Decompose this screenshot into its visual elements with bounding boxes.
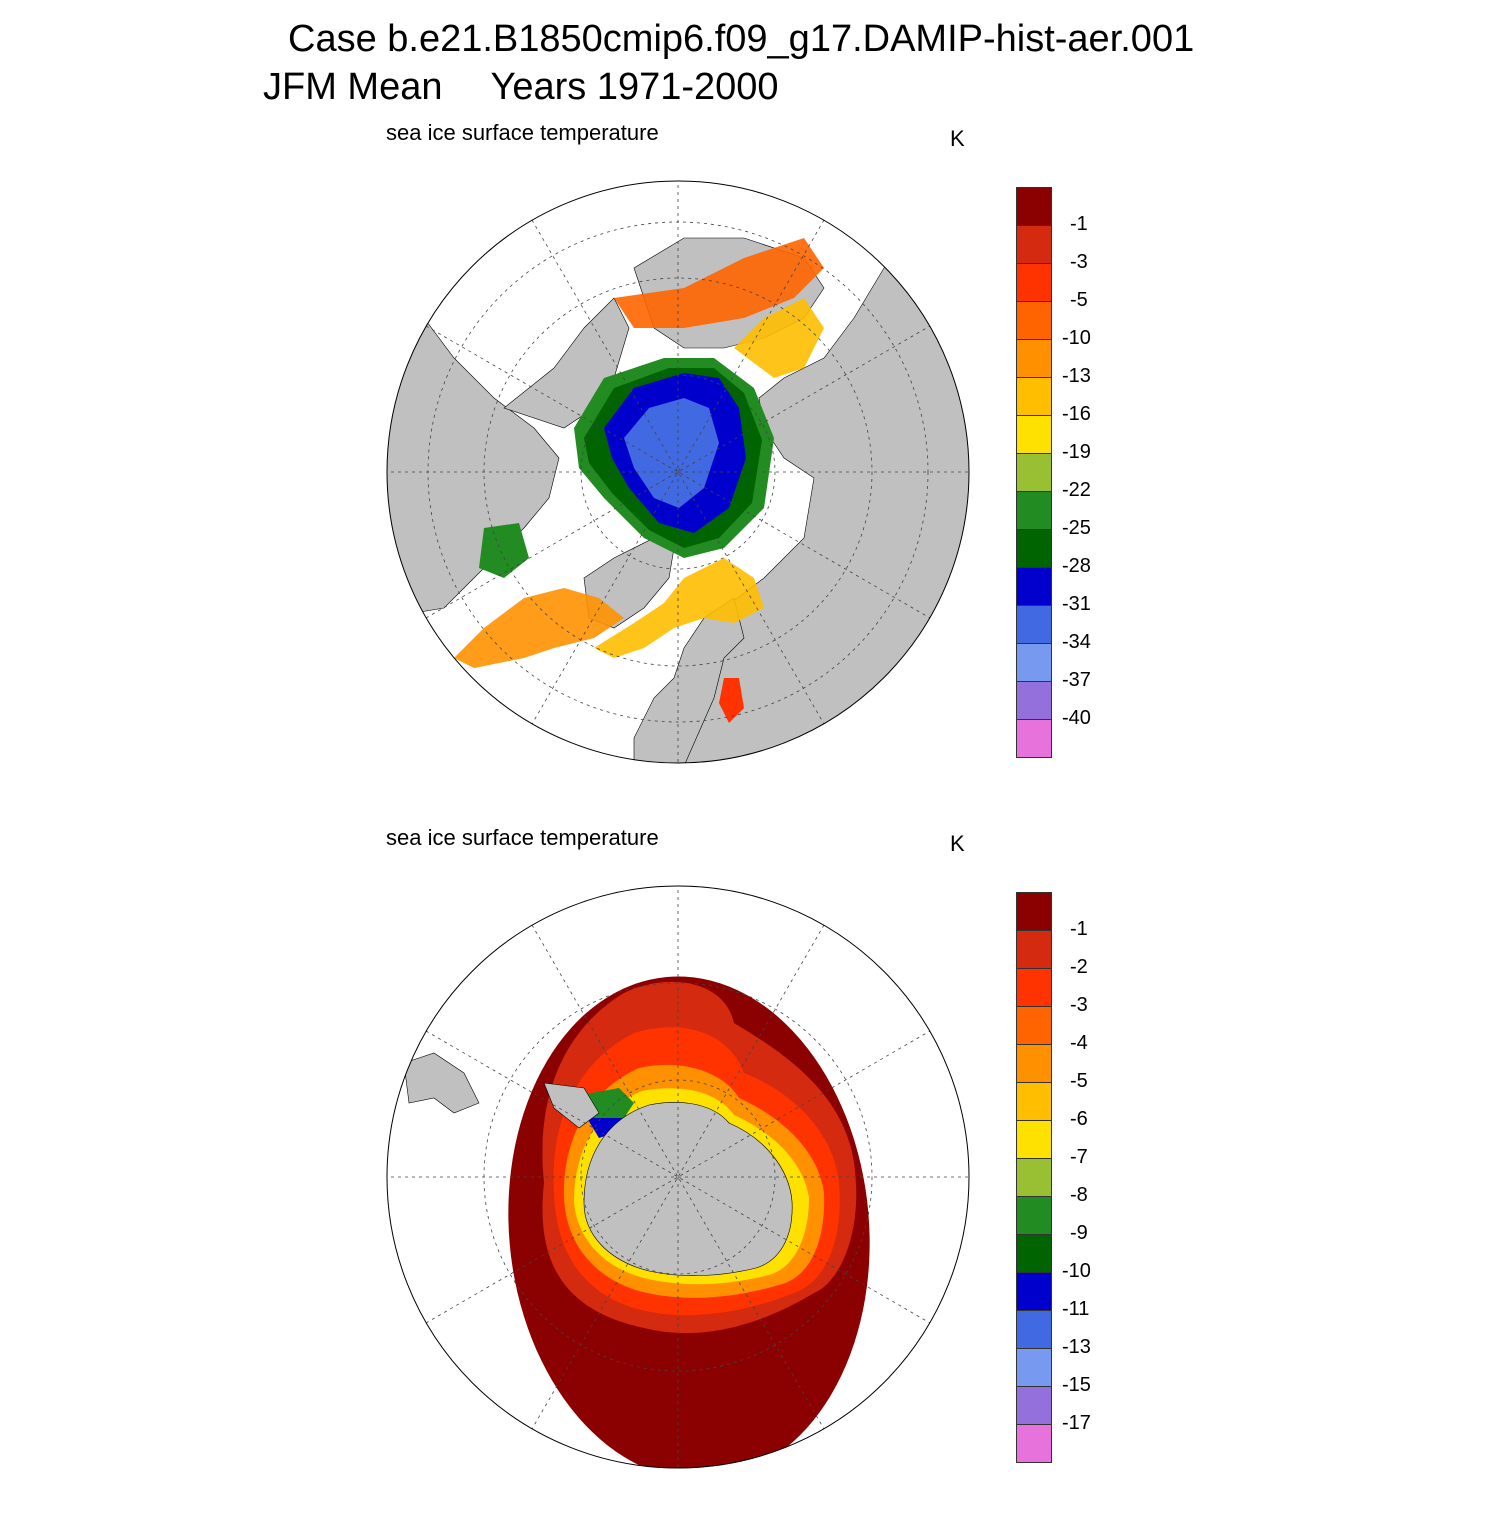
okhotsk-sea-ice [734, 298, 824, 378]
colorbar-swatch [1016, 1386, 1052, 1424]
colorbar-label: -34 [1062, 631, 1091, 653]
colorbar-label: -25 [1062, 517, 1091, 539]
antarctica-landmass [583, 1102, 793, 1276]
colorbar-label: -4 [1070, 1032, 1088, 1054]
colorbar-swatch [1016, 225, 1052, 263]
barents-ice-edge [594, 558, 764, 658]
colorbar-label: -11 [1062, 1298, 1090, 1320]
colorbar-swatch [1016, 1424, 1052, 1463]
colorbar-label: -9 [1070, 1222, 1088, 1244]
colorbar-swatch [1016, 301, 1052, 339]
colorbar-label: -22 [1062, 479, 1091, 501]
colorbar-label: -3 [1070, 994, 1088, 1016]
colorbar-label: -6 [1070, 1108, 1088, 1130]
antarctic-peninsula [543, 1082, 600, 1129]
colorbar-swatch [1016, 567, 1052, 605]
years-label: Years 1971-2000 [490, 66, 779, 108]
colorbar-swatch [1016, 1082, 1052, 1120]
colorbar-swatch [1016, 1158, 1052, 1196]
colorbar-label: -8 [1070, 1184, 1088, 1206]
hudson-bay-ice [479, 523, 529, 578]
colorbar-swatch [1016, 930, 1052, 968]
colorbar-label: -28 [1062, 555, 1091, 577]
colorbar-label: -31 [1062, 593, 1091, 615]
colorbar-label: -2 [1070, 956, 1088, 978]
arctic-light-blue [624, 398, 719, 508]
colorbar-label: -16 [1062, 403, 1091, 425]
colorbar-swatch [1016, 377, 1052, 415]
colorbar-swatch [1016, 187, 1052, 225]
colorbar-swatch [1016, 453, 1052, 491]
colorbar-swatch [1016, 339, 1052, 377]
colorbar-swatch [1016, 643, 1052, 681]
colorbar-swatch [1016, 1348, 1052, 1386]
colorbar-swatch [1016, 263, 1052, 301]
colorbar-label: -7 [1070, 1146, 1088, 1168]
colorbar-label: -5 [1070, 289, 1088, 311]
north-subtitle: sea ice surface temperature [386, 120, 659, 145]
colorbar-swatch [1016, 1006, 1052, 1044]
colorbar-swatch [1016, 719, 1052, 758]
colorbar-swatch [1016, 1044, 1052, 1082]
north-panel: sea ice surface temperature K [0, 110, 1500, 815]
north-america-landmass [387, 297, 560, 619]
colorbar-swatch [1016, 1196, 1052, 1234]
bering-sea-ice [614, 238, 824, 328]
colorbar-swatch [1016, 968, 1052, 1006]
colorbar-label: -19 [1062, 441, 1091, 463]
south-subtitle: sea ice surface temperature [386, 825, 659, 850]
colorbar-swatch [1016, 529, 1052, 567]
colorbar-swatch [1016, 1120, 1052, 1158]
colorbar-label: -40 [1062, 707, 1091, 729]
colorbar-label: -10 [1062, 327, 1091, 349]
south-panel: sea ice surface temperature K [0, 815, 1500, 1520]
colorbar-swatch [1016, 1234, 1052, 1272]
colorbar-swatch [1016, 892, 1052, 930]
colorbar-swatch [1016, 491, 1052, 529]
colorbar-label: -13 [1062, 1336, 1091, 1358]
north-polar-map [386, 180, 970, 764]
baltic-ice [719, 678, 744, 723]
south-polar-map [386, 885, 970, 1469]
season-label: JFM Mean [263, 66, 443, 108]
colorbar-label: -1 [1070, 213, 1088, 235]
colorbar-label: -15 [1062, 1374, 1091, 1396]
labrador-ice-edge [454, 588, 624, 668]
colorbar-label: -13 [1062, 365, 1091, 387]
period-title: JFM Mean Years 1971-2000 [263, 66, 779, 109]
colorbar-label: -1 [1070, 918, 1088, 940]
colorbar-swatch [1016, 1272, 1052, 1310]
colorbar-label: -17 [1062, 1412, 1091, 1434]
south-colorbar [1016, 892, 1052, 1463]
europe-landmass [633, 597, 745, 763]
north-units: K [950, 126, 965, 151]
colorbar-label: -10 [1062, 1260, 1091, 1282]
colorbar-label: -3 [1070, 251, 1088, 273]
colorbar-swatch [1016, 681, 1052, 719]
north-colorbar [1016, 187, 1052, 758]
colorbar-swatch [1016, 1310, 1052, 1348]
south-units: K [950, 831, 965, 856]
colorbar-swatch [1016, 415, 1052, 453]
colorbar-label: -37 [1062, 669, 1091, 691]
colorbar-label: -5 [1070, 1070, 1088, 1092]
south-america-tip [403, 1052, 480, 1114]
case-title: Case b.e21.B1850cmip6.f09_g17.DAMIP-hist… [288, 18, 1195, 60]
colorbar-swatch [1016, 605, 1052, 643]
